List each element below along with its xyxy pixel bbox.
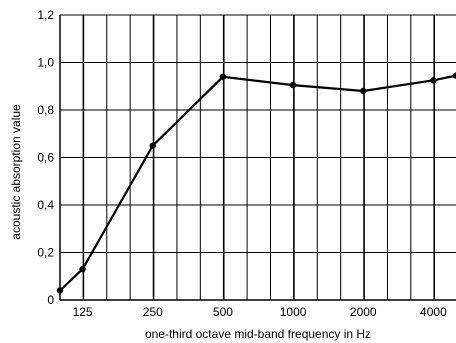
grid-major-lines (60, 14, 456, 301)
y-tick-label: 0,4 (37, 198, 54, 212)
x-tick-labels: 125 250 500 1000 2000 4000 (73, 305, 448, 319)
data-series (56, 72, 456, 294)
x-tick-label: 1000 (280, 305, 307, 319)
y-tick-label: 1,0 (37, 56, 54, 70)
data-point (79, 265, 86, 273)
y-tick-labels: 0 0,2 0,4 0,6 0,8 1,0 1,2 (37, 8, 54, 307)
y-tick-label: 0 (47, 293, 54, 307)
y-tick-label: 0,6 (37, 151, 54, 165)
y-axis-title: acoustic absorption value (9, 104, 23, 240)
x-tick-label: 500 (213, 305, 233, 319)
data-point (430, 77, 437, 84)
data-point (452, 72, 456, 79)
x-tick-label: 125 (73, 305, 93, 319)
axes (59, 15, 456, 301)
x-tick-label: 4000 (420, 305, 447, 319)
x-axis-title: one-third octave mid-band frequency in H… (145, 327, 371, 341)
y-tick-label: 0,2 (37, 246, 54, 260)
y-tick-label: 0,8 (37, 103, 54, 117)
data-point (289, 81, 297, 89)
x-tick-label: 250 (143, 305, 163, 319)
data-point (149, 142, 156, 149)
y-tick-label: 1,2 (37, 8, 54, 22)
data-point (56, 287, 64, 294)
data-point (360, 87, 367, 95)
data-point (219, 73, 227, 80)
x-tick-label: 2000 (350, 305, 377, 319)
series-line (59, 74, 456, 292)
